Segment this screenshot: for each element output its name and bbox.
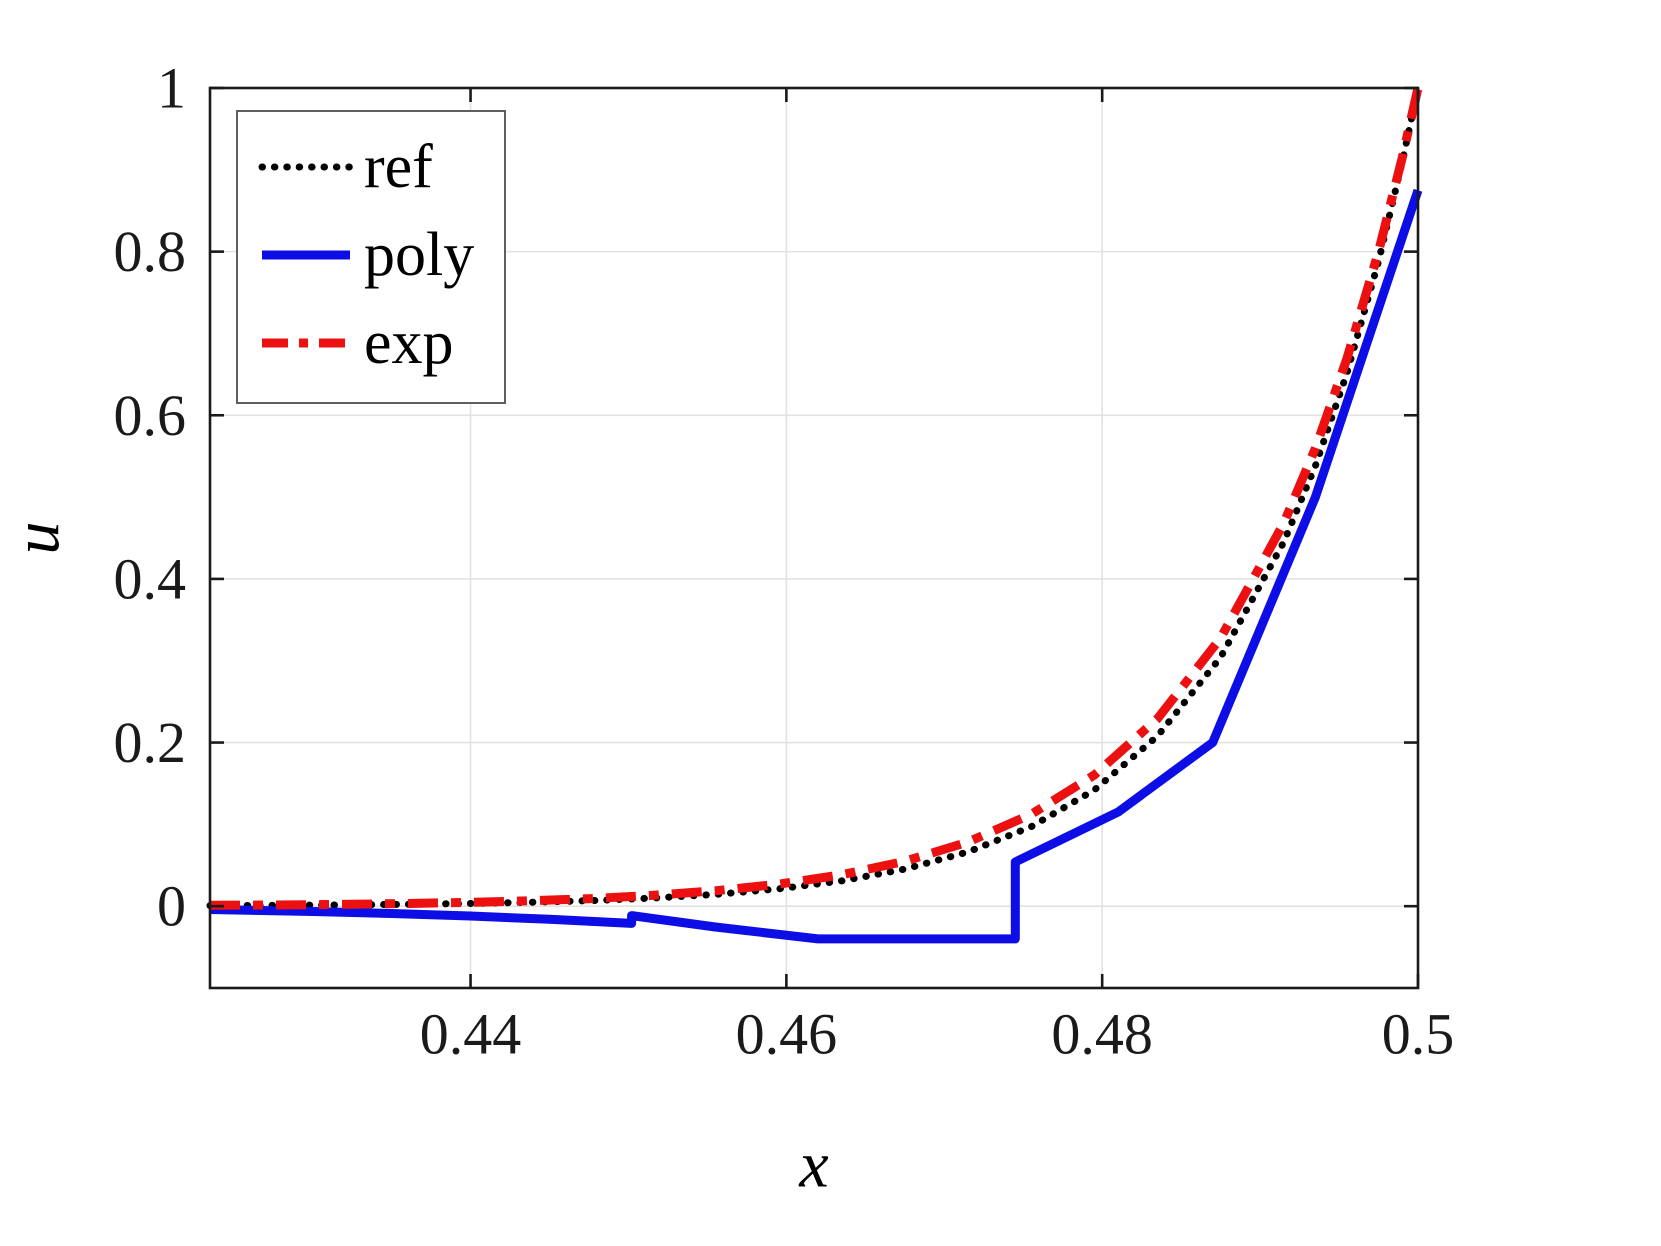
legend-label-poly: poly xyxy=(364,221,475,289)
x-axis-label: x xyxy=(798,1128,828,1201)
series-line-ref xyxy=(206,84,1422,910)
x-tick-label: 0.46 xyxy=(736,1002,838,1067)
x-tick-label: 0.44 xyxy=(420,1002,522,1067)
legend: ref poly exp xyxy=(236,110,507,404)
legend-label-ref: ref xyxy=(364,133,433,201)
axes-box xyxy=(208,86,1420,990)
y-tick-label: 0.8 xyxy=(114,219,187,284)
y-tick-label: 0.6 xyxy=(114,383,187,448)
x-tick-label: 0.48 xyxy=(1051,1002,1153,1067)
legend-entry-ref: ref xyxy=(258,136,474,198)
legend-line-sample-exp xyxy=(262,338,350,348)
y-tick-label: 0.4 xyxy=(114,546,187,611)
legend-entry-poly: poly xyxy=(258,224,474,286)
legend-line-sample-ref xyxy=(258,163,354,171)
y-tick-label: 0.2 xyxy=(114,710,187,775)
x-tick-label: 0.5 xyxy=(1382,1002,1455,1067)
legend-line-sample-poly xyxy=(262,250,350,260)
y-tick-label: 0 xyxy=(157,874,186,939)
y-tick-label: 1 xyxy=(157,56,186,121)
series-line-exp xyxy=(209,87,1423,910)
series-line-poly xyxy=(209,188,1423,944)
legend-label-exp: exp xyxy=(364,309,454,377)
y-axis-label: u xyxy=(0,522,73,555)
legend-entry-exp: exp xyxy=(258,312,474,374)
